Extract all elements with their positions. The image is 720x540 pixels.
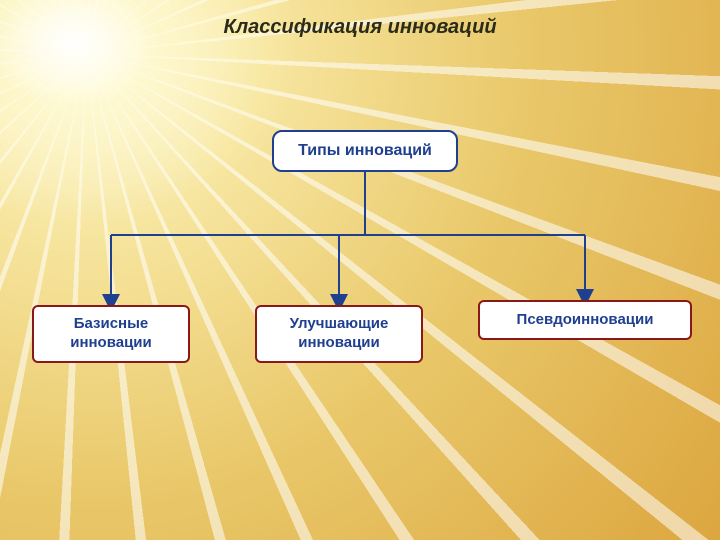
child-node: Улучшающие инновации [255, 305, 423, 363]
connector-lines [0, 0, 720, 540]
root-node: Типы инноваций [272, 130, 458, 172]
child-node-label: Базисные инновации [70, 315, 152, 353]
child-node: Псевдоинновации [478, 300, 692, 340]
child-node-label: Псевдоинновации [517, 311, 654, 330]
child-node-label: Улучшающие инновации [290, 315, 389, 353]
slide-title: Классификация инноваций [0, 16, 720, 39]
child-node: Базисные инновации [32, 305, 190, 363]
root-node-label: Типы инноваций [298, 141, 432, 161]
